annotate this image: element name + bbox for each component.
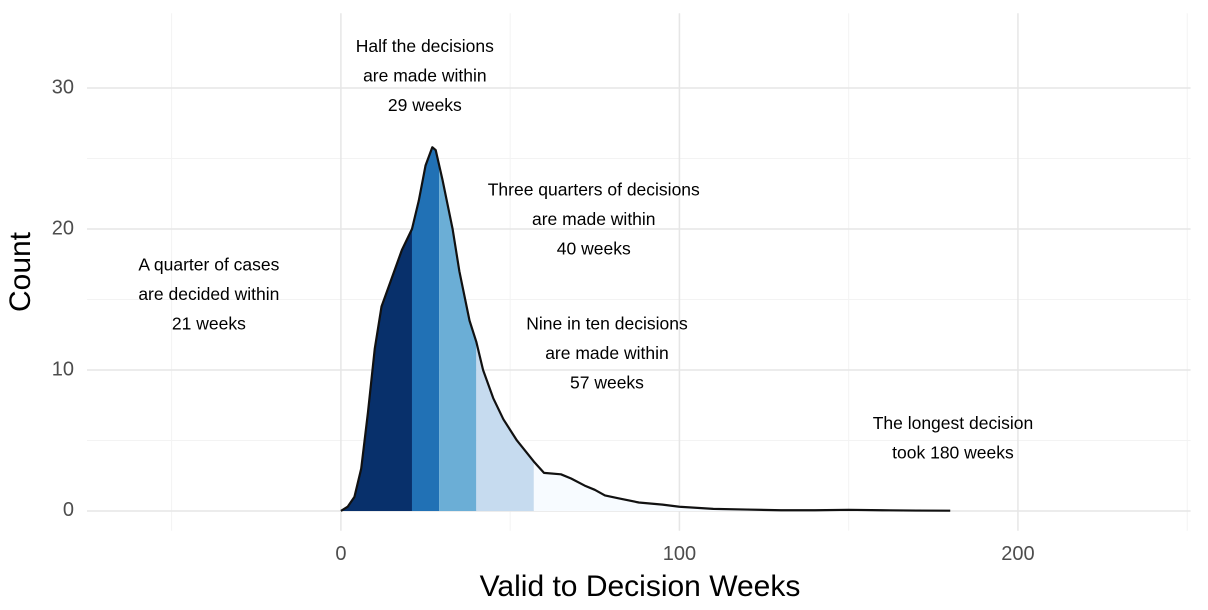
x-axis-title: Valid to Decision Weeks: [480, 570, 801, 603]
y-tick-label: 20: [52, 217, 74, 239]
density-band: [476, 341, 534, 511]
annotation: Nine in ten decisions: [526, 314, 688, 334]
annotation: are made within: [545, 343, 669, 363]
band-area: [340, 229, 412, 511]
annotation: took 180 weeks: [892, 442, 1014, 462]
annotation: are decided within: [138, 284, 279, 304]
annotation: 40 weeks: [557, 239, 631, 259]
annotation: The longest decision: [873, 413, 1034, 433]
annotation: 29 weeks: [388, 95, 462, 115]
density-band: [340, 229, 412, 511]
y-axis-title: Count: [4, 231, 37, 312]
y-tick-label: 10: [52, 358, 74, 380]
annotation: A quarter of cases: [138, 254, 279, 274]
band-area: [439, 164, 477, 511]
y-tick-label: 0: [63, 499, 74, 521]
annotation: Half the decisions: [356, 36, 494, 56]
y-tick-label: 30: [52, 76, 74, 98]
x-tick-label: 100: [663, 543, 696, 565]
annotation: are made within: [532, 209, 656, 229]
annotation: Three quarters of decisions: [488, 180, 700, 200]
density-band: [411, 147, 440, 511]
x-tick-label: 200: [1001, 543, 1034, 565]
annotation: are made within: [363, 65, 487, 85]
annotation: 21 weeks: [172, 313, 246, 333]
band-area: [533, 461, 951, 511]
x-tick-label: 0: [335, 543, 346, 565]
band-area: [411, 147, 440, 511]
density-band: [439, 164, 477, 511]
density-line: [340, 146, 951, 512]
annotation: 57 weeks: [570, 373, 644, 393]
band-area: [476, 341, 534, 511]
density-band: [533, 461, 951, 511]
